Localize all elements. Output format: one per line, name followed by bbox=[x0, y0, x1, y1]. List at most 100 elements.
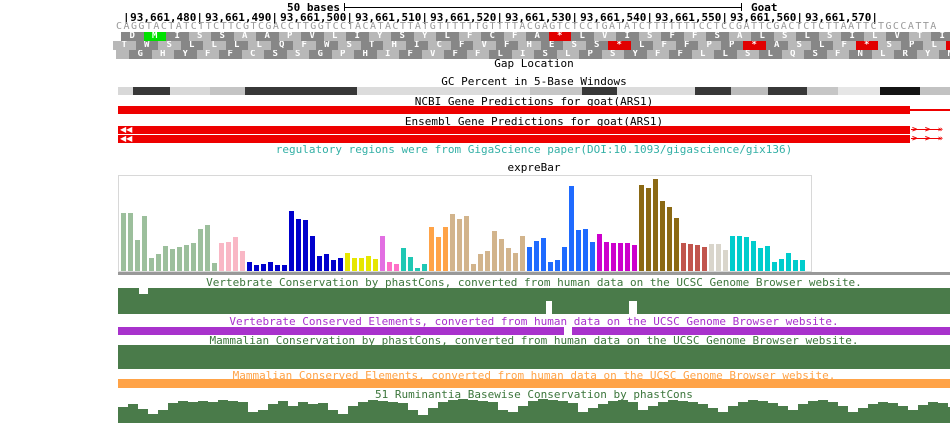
gc-segment bbox=[880, 87, 920, 95]
wiggle-column bbox=[738, 402, 748, 423]
ensembl-gene-bar-2[interactable]: ◀◀ bbox=[118, 135, 910, 143]
wiggle-column bbox=[508, 412, 518, 423]
wiggle-column bbox=[758, 401, 768, 423]
codon-cell: S bbox=[773, 32, 796, 41]
wiggle-column bbox=[648, 406, 658, 423]
mammalian-elements-track[interactable] bbox=[118, 379, 950, 388]
wiggle-column bbox=[888, 403, 898, 423]
wiggle-column bbox=[168, 403, 178, 423]
wiggle-column bbox=[188, 402, 198, 423]
wiggle-column bbox=[748, 400, 758, 423]
conservation-notch bbox=[629, 301, 637, 314]
expression-bar bbox=[667, 207, 672, 271]
codon-cell: F bbox=[669, 50, 692, 59]
wiggle-column bbox=[308, 404, 318, 423]
ncbi-gene-bar[interactable] bbox=[118, 106, 910, 114]
codon-cell: F bbox=[646, 50, 669, 59]
wiggle-column bbox=[928, 402, 938, 423]
wiggle-column bbox=[258, 410, 268, 423]
wiggle-column bbox=[668, 400, 678, 423]
wiggle-column bbox=[298, 402, 308, 423]
codon-cell: V bbox=[301, 32, 324, 41]
codon-cell: Y bbox=[174, 50, 197, 59]
wiggle-column bbox=[838, 406, 848, 423]
codon-cell: I bbox=[166, 32, 189, 41]
expression-bar bbox=[366, 256, 371, 271]
expression-bar bbox=[408, 257, 413, 271]
expression-bar bbox=[632, 245, 637, 271]
vertebrate-conservation-track[interactable] bbox=[118, 288, 950, 314]
wiggle-column bbox=[248, 412, 258, 423]
codon-cell: * bbox=[548, 32, 571, 41]
ensembl-gene-1-intron-line[interactable] bbox=[911, 129, 941, 130]
expression-bar bbox=[247, 262, 252, 271]
expression-bar bbox=[506, 248, 511, 271]
expression-bar bbox=[478, 254, 483, 271]
wiggle-column bbox=[418, 415, 428, 423]
codon-cell: L bbox=[630, 41, 653, 50]
expression-bar bbox=[254, 265, 259, 271]
track-label-regulatory-regions: regulatory regions were from GigaScience… bbox=[275, 143, 793, 156]
expression-bar bbox=[345, 253, 350, 271]
codon-cell: P bbox=[278, 32, 301, 41]
expression-bar bbox=[555, 260, 560, 271]
expression-bar bbox=[527, 247, 532, 271]
expression-bar bbox=[296, 219, 301, 271]
expression-bar bbox=[485, 251, 490, 271]
ensembl-gene-2-intron-line[interactable] bbox=[911, 138, 941, 139]
ensembl-gene-bar-1[interactable]: ◀◀ bbox=[118, 126, 910, 134]
expression-bar bbox=[436, 237, 441, 271]
codon-cell: I bbox=[405, 41, 428, 50]
expression-bar bbox=[310, 236, 315, 271]
expression-bar bbox=[415, 268, 420, 271]
expression-bar bbox=[611, 243, 616, 271]
codon-cell: H bbox=[354, 50, 377, 59]
expression-bar bbox=[653, 179, 658, 271]
wiggle-column bbox=[458, 399, 468, 423]
wiggle-column bbox=[528, 401, 538, 423]
expression-bar bbox=[471, 264, 476, 271]
wiggle-column bbox=[878, 402, 888, 423]
codon-cell: V bbox=[593, 32, 616, 41]
expression-bar bbox=[625, 243, 630, 271]
expression-bar bbox=[597, 234, 602, 271]
vertebrate-elements-track[interactable] bbox=[118, 327, 950, 335]
assembly-label: Goat bbox=[751, 1, 778, 14]
codon-cell: H bbox=[518, 41, 541, 50]
expression-bar bbox=[177, 247, 182, 271]
codon-cell: L bbox=[759, 50, 782, 59]
codon-cell: L bbox=[923, 41, 946, 50]
expression-bar bbox=[303, 220, 308, 271]
expression-bar bbox=[681, 243, 686, 271]
codon-cell: S bbox=[534, 50, 557, 59]
expression-bar bbox=[695, 245, 700, 271]
wiggle-column bbox=[548, 400, 558, 423]
codon-cell: C bbox=[481, 32, 504, 41]
expression-bar bbox=[240, 251, 245, 271]
wiggle-column bbox=[338, 414, 348, 423]
codon-cell: F bbox=[675, 41, 698, 50]
wiggle-column bbox=[898, 406, 908, 423]
expression-bar bbox=[135, 240, 140, 271]
ruler-leading-tick: | bbox=[123, 11, 130, 24]
expression-bar bbox=[513, 253, 518, 271]
wiggle-column bbox=[428, 408, 438, 423]
expression-bar bbox=[709, 244, 714, 271]
expression-bar bbox=[261, 264, 266, 271]
codon-cell: L bbox=[436, 32, 459, 41]
codon-cell: A bbox=[233, 32, 256, 41]
expression-bar bbox=[394, 264, 399, 271]
expression-bar bbox=[541, 238, 546, 271]
expression-bar bbox=[716, 244, 721, 271]
expression-bar bbox=[352, 258, 357, 271]
codon-cell: F bbox=[653, 41, 676, 50]
codon-cell: V bbox=[473, 41, 496, 50]
mammalian-conservation-track[interactable] bbox=[118, 345, 950, 369]
ncbi-gene-intron-line[interactable] bbox=[910, 109, 950, 111]
coordinate-label: 93,661,540| bbox=[580, 11, 653, 24]
codon-cell: S bbox=[706, 32, 729, 41]
codon-cell: P bbox=[331, 50, 354, 59]
gc-segment bbox=[118, 87, 133, 95]
codon-cell: T bbox=[113, 41, 136, 50]
